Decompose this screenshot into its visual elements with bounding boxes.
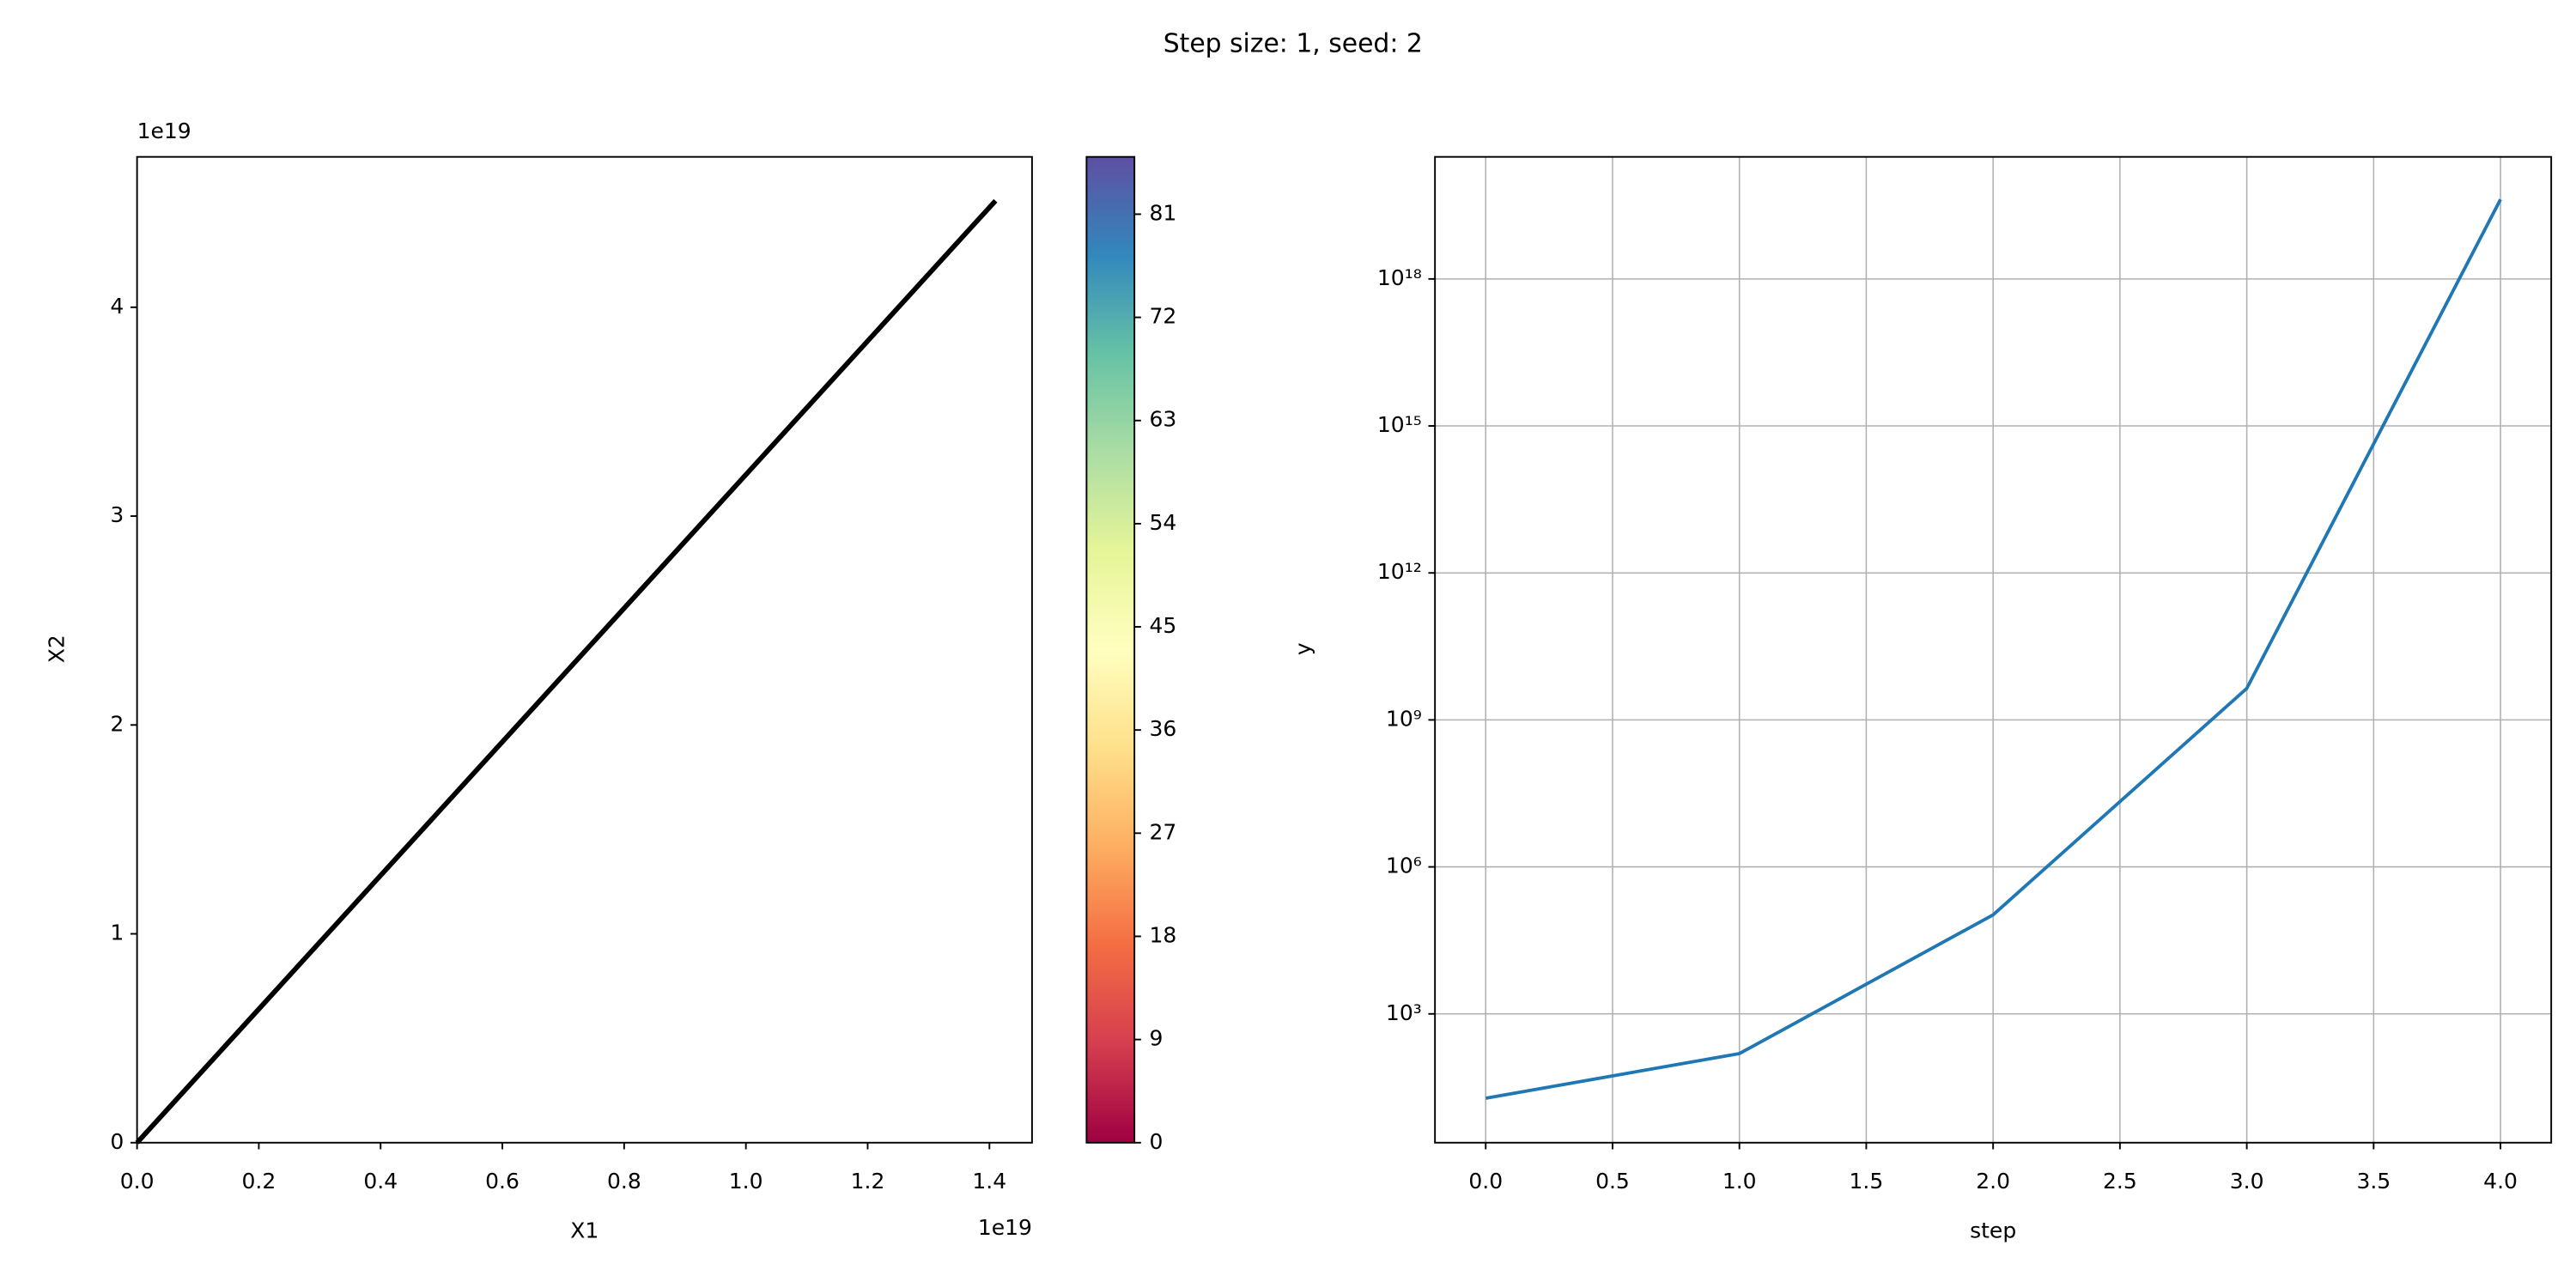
- x-tick-label: 3.5: [2356, 1169, 2391, 1194]
- colorbar-tick-label: 36: [1149, 716, 1176, 741]
- figure-title: Step size: 1, seed: 2: [1163, 28, 1423, 58]
- y-tick-label: 10¹²: [1377, 559, 1422, 584]
- x-tick-label: 0.8: [607, 1169, 641, 1194]
- x-tick-label: 1.4: [972, 1169, 1006, 1194]
- axes-frame: [1434, 155, 2553, 1144]
- x-tick-label: 0.4: [363, 1169, 398, 1194]
- x-tick-label: 2.0: [1976, 1169, 2010, 1194]
- data-line: [135, 198, 998, 1145]
- colorbar-tick-label: 72: [1149, 304, 1176, 329]
- x-tick-label: 3.0: [2230, 1169, 2264, 1194]
- x-tick-label: 1.2: [851, 1169, 885, 1194]
- x-tick-label: 1.0: [729, 1169, 763, 1194]
- colorbar-frame: [1085, 155, 1136, 1144]
- x-tick-label: 0.6: [485, 1169, 519, 1194]
- y-tick-label: 4: [110, 294, 124, 319]
- x-tick-label: 4.0: [2483, 1169, 2518, 1194]
- x-axis-label: X1: [570, 1218, 598, 1243]
- x-axis-label: step: [1970, 1218, 2016, 1243]
- colorbar-tick-label: 63: [1149, 407, 1176, 432]
- y-tick-label: 10⁶: [1386, 854, 1422, 878]
- colorbar-tick-label: 27: [1149, 819, 1176, 844]
- y-tick-label: 0: [110, 1129, 124, 1154]
- colorbar: [1086, 156, 1135, 1143]
- axes-frame: [136, 155, 1033, 1144]
- y-tick-label: 1: [110, 920, 124, 945]
- y-axis-label: X2: [44, 635, 69, 663]
- colorbar-tick-label: 54: [1149, 510, 1176, 535]
- x-tick-label: 2.5: [2103, 1169, 2137, 1194]
- y-tick-label: 10¹⁸: [1377, 265, 1422, 290]
- x-offset-label: 1e19: [978, 1215, 1032, 1240]
- colorbar-tick-label: 18: [1149, 922, 1176, 947]
- y-tick-label: 2: [110, 711, 124, 736]
- y-tick-label: 10¹⁵: [1377, 412, 1422, 437]
- colorbar-tick-label: 0: [1149, 1129, 1163, 1154]
- y-tick-label: 10⁹: [1386, 706, 1422, 731]
- x-tick-label: 1.5: [1850, 1169, 1884, 1194]
- colorbar-tick-label: 81: [1149, 200, 1176, 225]
- y-axis-label: y: [1291, 642, 1315, 655]
- colorbar-tick-label: 45: [1149, 613, 1176, 638]
- y-tick-label: 3: [110, 502, 124, 527]
- x-tick-label: 0.2: [242, 1169, 276, 1194]
- data-line: [1485, 198, 2502, 1100]
- y-tick-label: 10³: [1386, 1000, 1422, 1025]
- x-tick-label: 1.0: [1722, 1169, 1757, 1194]
- y-offset-label: 1e19: [137, 118, 191, 143]
- x-tick-label: 0.0: [1468, 1169, 1503, 1194]
- x-tick-label: 0.0: [120, 1169, 155, 1194]
- x-tick-label: 0.5: [1595, 1169, 1630, 1194]
- colorbar-tick-label: 9: [1149, 1026, 1163, 1051]
